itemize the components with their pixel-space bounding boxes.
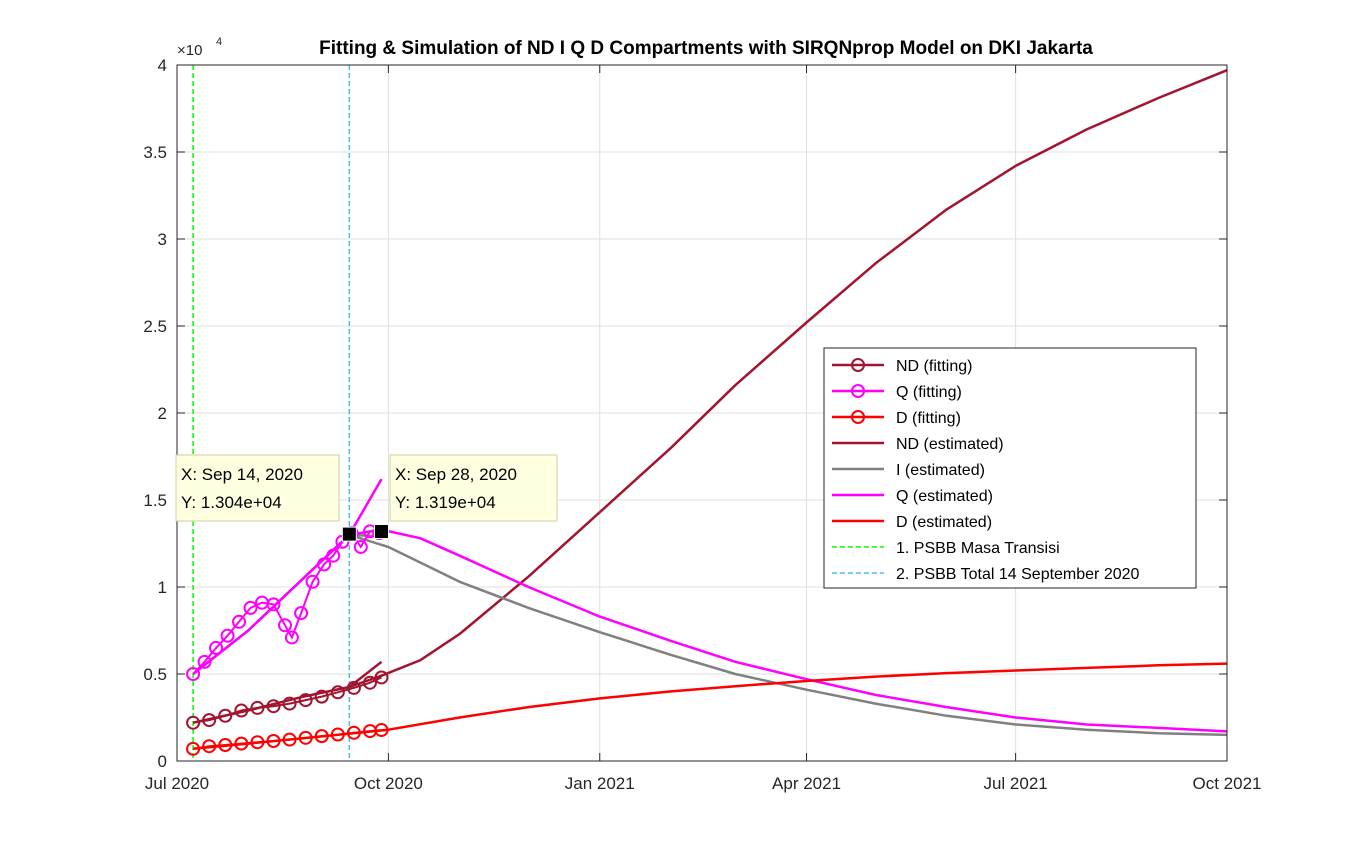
legend-label: ND (fitting) xyxy=(896,358,972,375)
data-point xyxy=(220,628,235,643)
datatip-x-text: X: Sep 14, 2020 xyxy=(181,465,303,484)
data-point xyxy=(186,741,201,756)
datatip-x-text: X: Sep 28, 2020 xyxy=(395,465,517,484)
legend-label: Q (fitting) xyxy=(896,384,962,401)
legend-label: 1. PSBB Masa Transisi xyxy=(896,540,1060,557)
data-point xyxy=(374,723,389,738)
y-tick-label: 2 xyxy=(158,404,167,423)
chart-title: Fitting & Simulation of ND I Q D Compart… xyxy=(319,38,1093,59)
y-exponent-label: ×10 xyxy=(177,42,202,59)
datatips: X: Sep 14, 2020 Y: 1.304e+04 X: Sep 28, 20… xyxy=(175,454,558,542)
legend-label: ND (estimated) xyxy=(896,436,1004,453)
y-tick-label: 3 xyxy=(158,230,167,249)
legend-label: D (estimated) xyxy=(896,514,992,531)
legend-label: 2. PSBB Total 14 September 2020 xyxy=(896,566,1140,583)
data-point xyxy=(346,680,361,695)
data-point xyxy=(202,739,217,754)
data-point xyxy=(326,548,341,563)
data-point xyxy=(362,675,377,690)
data-point xyxy=(250,735,265,750)
data-point xyxy=(294,606,309,621)
datatip-marker xyxy=(341,526,357,542)
plot-series xyxy=(186,65,1228,761)
datatip-box xyxy=(389,454,558,522)
data-point xyxy=(266,733,281,748)
y-tick-label: 1 xyxy=(158,578,167,597)
y-tick-label: 4 xyxy=(158,56,167,75)
y-tick-label: 0.5 xyxy=(143,665,167,684)
legend: ND (fitting) Q (fitting) D (fitting) ND (es… xyxy=(823,347,1197,589)
legend-swatch-marker xyxy=(851,358,865,372)
data-point xyxy=(298,693,313,708)
fitting-connector xyxy=(192,676,382,724)
x-tick-label: Jan 2021 xyxy=(565,774,635,793)
data-point xyxy=(317,557,332,572)
y-tick-label: 3.5 xyxy=(143,143,167,162)
y-tick-label: 0 xyxy=(158,752,167,771)
data-point xyxy=(282,732,297,747)
data-point xyxy=(243,600,258,615)
y-tick-label: 2.5 xyxy=(143,317,167,336)
axes: Jul 2020 Oct 2020 Jan 2021 Apr 2021 Jul 2021… xyxy=(143,56,1261,793)
data-point xyxy=(202,713,217,728)
y-exponent-power: 4 xyxy=(216,36,222,48)
data-point xyxy=(346,725,361,740)
data-point xyxy=(353,539,368,554)
legend-label: D (fitting) xyxy=(896,410,961,427)
fitting-connector xyxy=(192,729,382,750)
fitting-connector xyxy=(192,530,383,675)
legend-swatch-marker xyxy=(851,410,865,424)
data-point xyxy=(277,618,292,633)
x-tick-label: Jul 2021 xyxy=(983,774,1047,793)
x-tick-label: Oct 2020 xyxy=(354,774,423,793)
legend-box xyxy=(823,347,1197,589)
data-point xyxy=(330,685,345,700)
data-point xyxy=(232,614,247,629)
data-point xyxy=(186,667,201,681)
data-point xyxy=(330,727,345,742)
legend-label: I (estimated) xyxy=(896,462,985,479)
data-point xyxy=(209,640,224,655)
data-point xyxy=(234,703,249,718)
data-point xyxy=(314,689,329,704)
data-point xyxy=(218,708,233,723)
fit-segment-line xyxy=(348,478,383,536)
x-tick-label: Apr 2021 xyxy=(772,774,841,793)
data-point xyxy=(282,696,297,711)
data-point xyxy=(314,729,329,744)
data-point xyxy=(266,597,281,612)
data-point xyxy=(284,630,299,645)
datatip-y-text: Y: 1.304e+04 xyxy=(181,493,282,512)
data-point xyxy=(305,574,320,589)
legend-label: Q (estimated) xyxy=(896,488,993,505)
data-point xyxy=(374,670,389,685)
y-tick-label: 1.5 xyxy=(143,491,167,510)
data-point xyxy=(234,736,249,751)
legend-swatch-marker xyxy=(851,384,865,398)
datatip-y-text: Y: 1.319e+04 xyxy=(395,493,496,512)
data-point xyxy=(197,654,212,669)
x-tick-label: Oct 2021 xyxy=(1193,774,1262,793)
datatip-box xyxy=(175,454,340,522)
data-point xyxy=(186,715,201,730)
datatip-marker xyxy=(373,523,389,539)
data-point xyxy=(218,737,233,752)
data-point xyxy=(298,730,313,745)
x-tick-label: Jul 2020 xyxy=(145,774,209,793)
data-point xyxy=(250,700,265,715)
data-point xyxy=(266,699,281,714)
